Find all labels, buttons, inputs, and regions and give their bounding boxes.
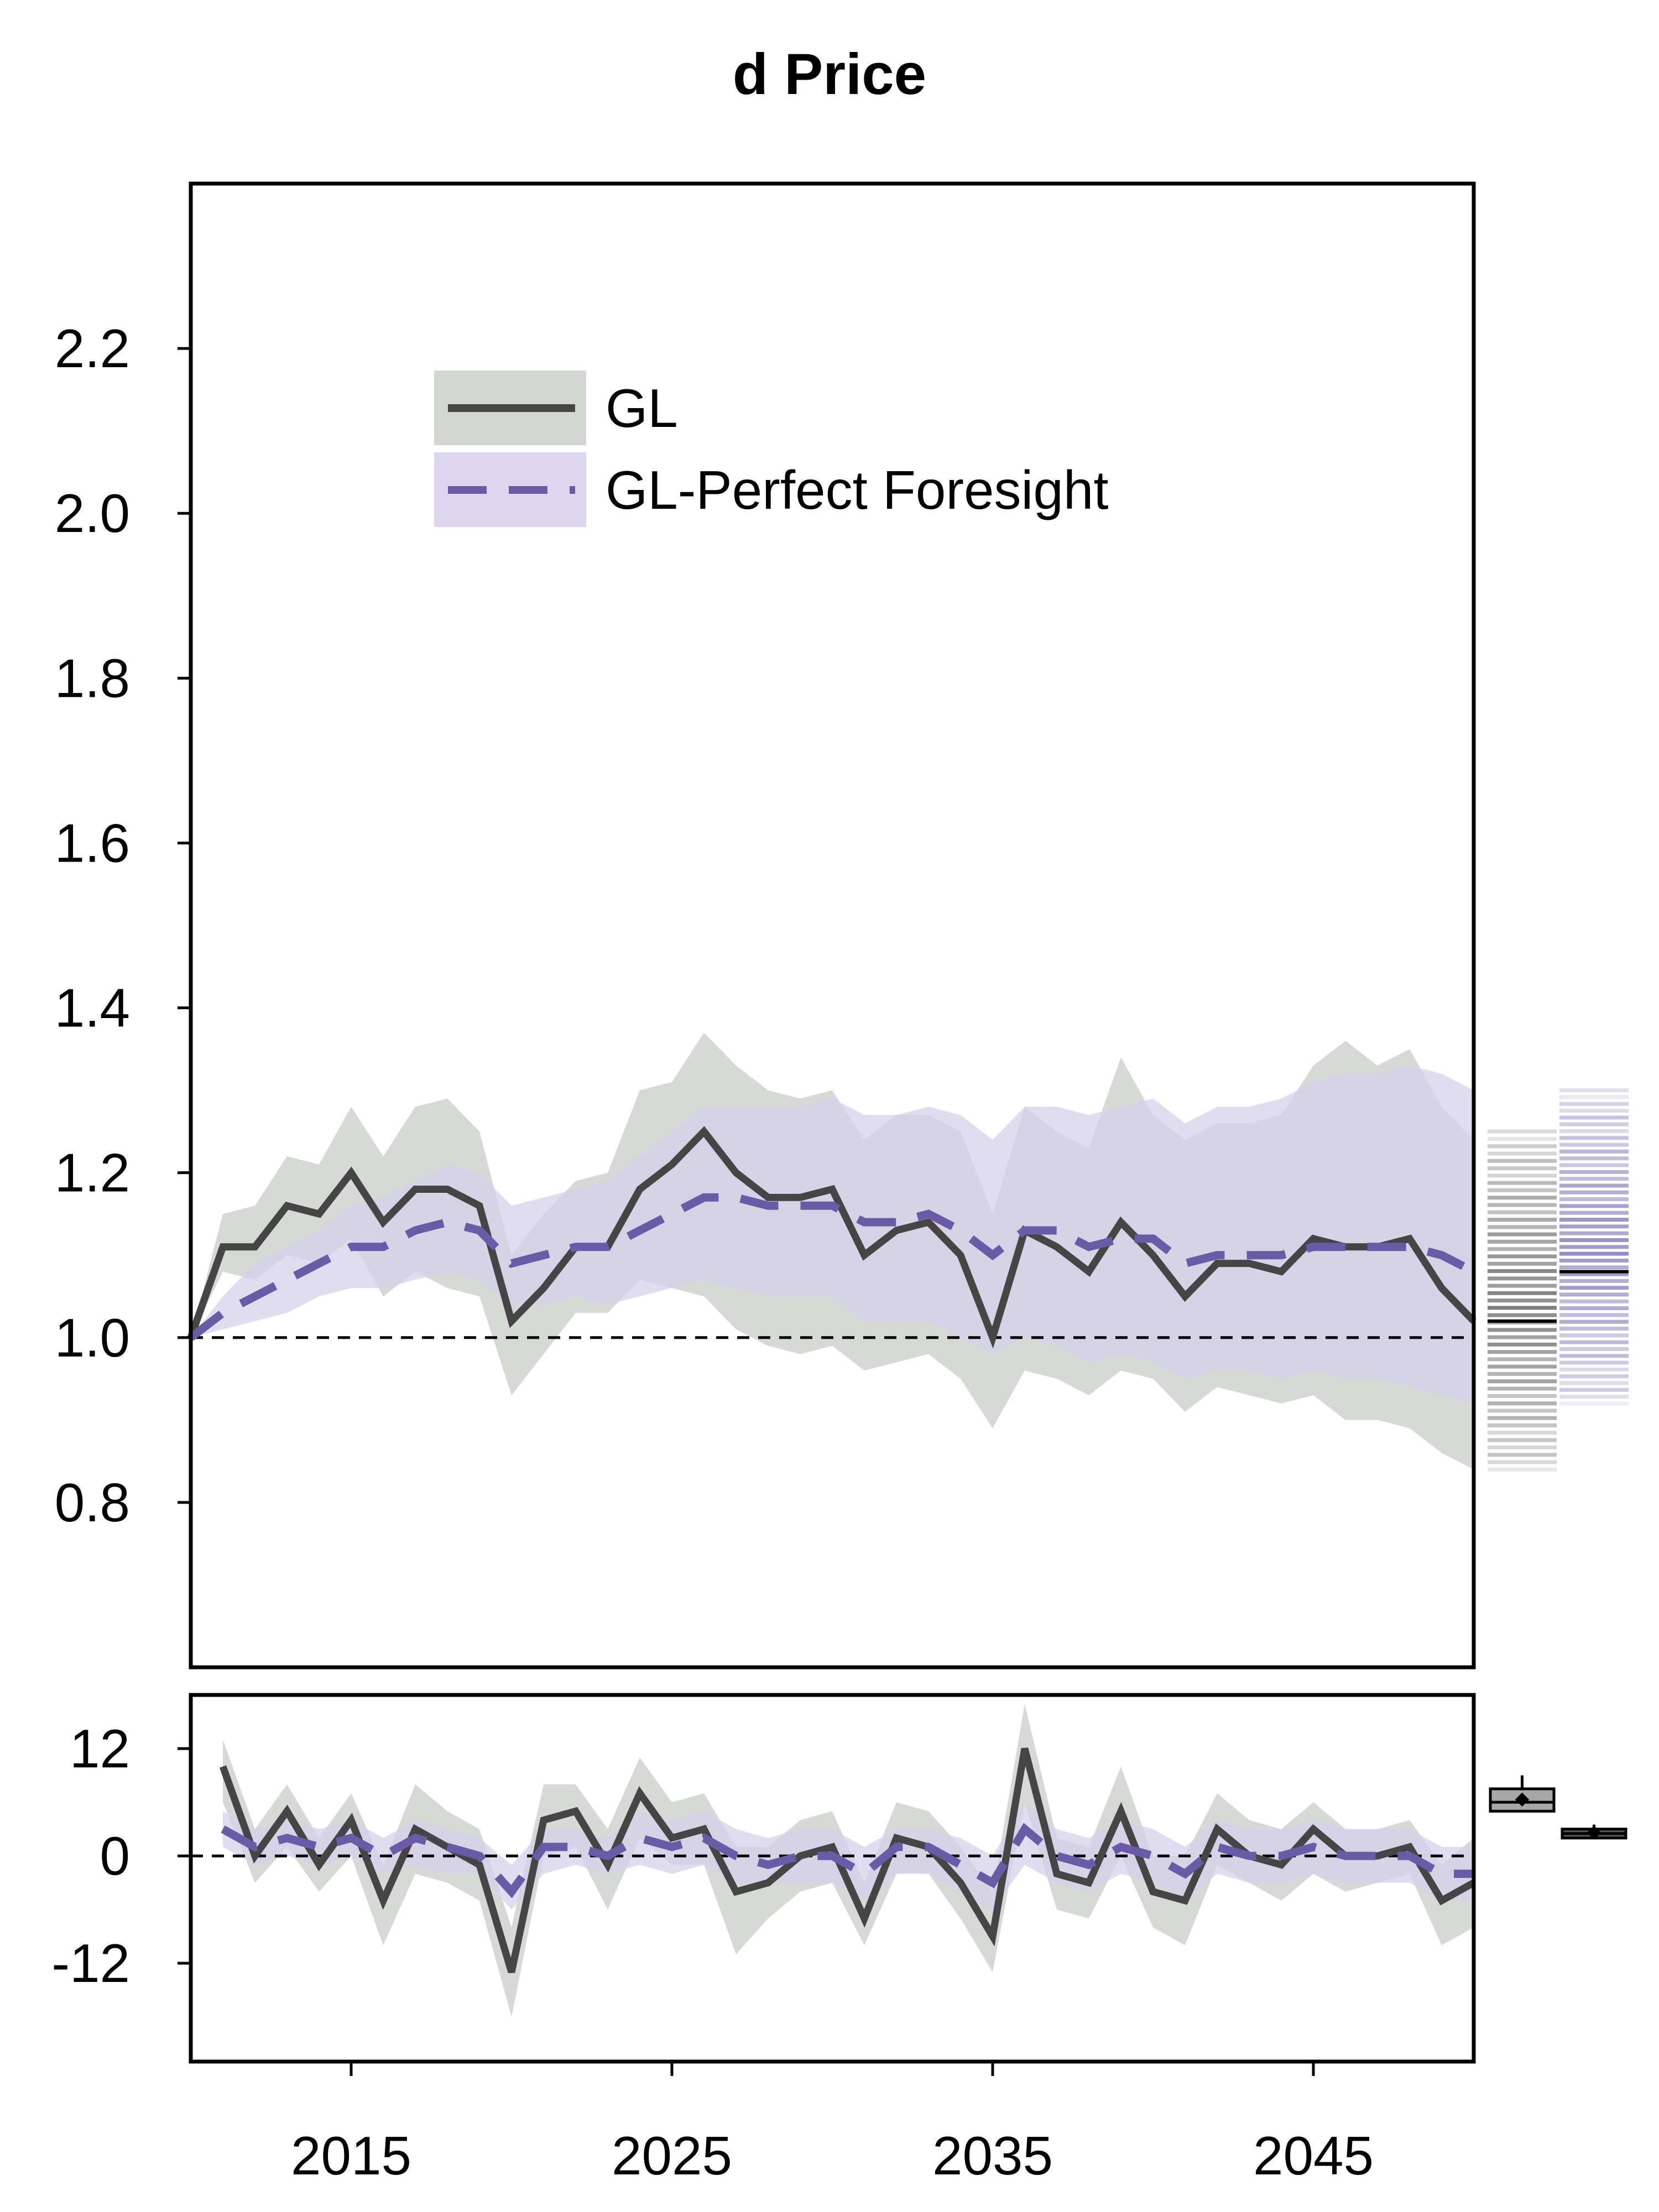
x-tick-label-2025: 2025 <box>612 2125 732 2186</box>
changes-y-tick-label-0: 0 <box>100 1825 130 1886</box>
levels-side-distributions <box>1488 1088 1629 1472</box>
levels-y-tick-label-1-6: 1.6 <box>55 812 130 873</box>
x-tick-label-2015: 2015 <box>291 2125 411 2186</box>
legend: GL GL-Perfect Foresight <box>434 371 1109 527</box>
x-tick-label-2045: 2045 <box>1253 2125 1374 2186</box>
changes-y-tick-label-12: 12 <box>70 1718 130 1779</box>
legend-label-gl-perfect-foresight: GL-Perfect Foresight <box>606 460 1109 520</box>
boxplot-mean-gl-perfect-foresight <box>1587 1825 1601 1840</box>
levels-panel: 0.8 1.0 1.2 1.4 1.6 1.8 2.0 2.2 <box>55 181 1477 1670</box>
levels-y-tick-label-2-0: 2.0 <box>55 483 130 544</box>
levels-y-tick-label-2-2: 2.2 <box>55 318 130 379</box>
levels-y-tick-label-1-8: 1.8 <box>55 648 130 708</box>
chart-title: d Price <box>733 42 926 107</box>
x-tick-label-2035: 2035 <box>932 2125 1053 2186</box>
changes-side-boxplots <box>1489 1775 1627 1840</box>
levels-frame <box>189 181 1476 1670</box>
legend-label-gl: GL <box>606 378 678 439</box>
changes-frame <box>189 1693 1476 2064</box>
levels-y-tick-label-1-4: 1.4 <box>55 978 130 1039</box>
changes-y-tick-label-12: -12 <box>51 1933 130 1994</box>
boxplot-mean-gl <box>1515 1792 1530 1807</box>
levels-band-gl-perfect-foresight <box>191 1065 1474 1404</box>
changes-line-gl <box>219 1747 1476 1974</box>
x-axis: 2015 2025 2035 2045 <box>291 2062 1374 2186</box>
levels-y-tick-label-0-8: 0.8 <box>55 1472 130 1533</box>
changes-line-gl-perfect-foresight <box>221 1823 1474 1898</box>
levels-y-tick-label-1-0: 1.0 <box>55 1307 130 1368</box>
levels-y-tick-label-1-2: 1.2 <box>55 1142 130 1203</box>
changes-panel: 12 0 -12 <box>51 1693 1476 2064</box>
